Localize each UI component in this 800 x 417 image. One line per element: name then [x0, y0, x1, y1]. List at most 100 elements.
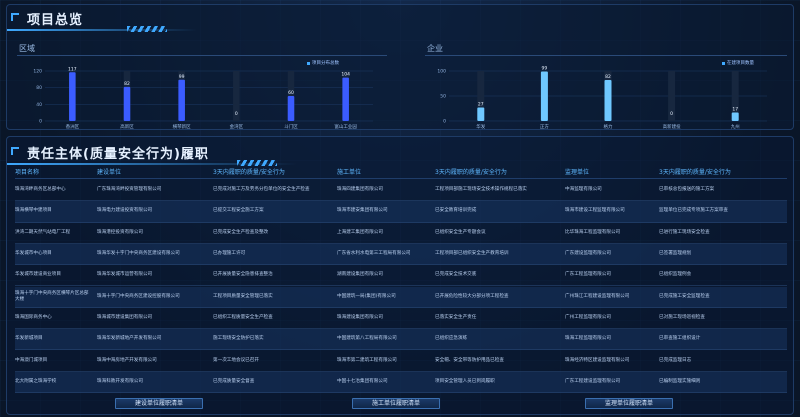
corner-mark-icon — [11, 147, 19, 155]
cell-construct-unit: 中国十七冶集团有限公司 — [337, 378, 388, 384]
cell-project-name: 北大附属之珠海学校 — [15, 378, 57, 384]
table-row[interactable]: 洪湾二期天然气站电厂工程 珠海港控投资有限公司 已完成安全生产检查及整改 上海建工集团… — [15, 223, 787, 244]
header-construct-duty: 3天内履职的质量/安全行为 — [435, 169, 507, 176]
cell-project-name: 洪湾二期天然气站电厂工程 — [15, 229, 71, 235]
table-row[interactable]: 华发城市中心项目 珠海华发十字门中央商务区建设有限公司 已办理施工许可 广东省水利水电… — [15, 243, 787, 266]
table-row[interactable]: 珠海横琴中建项目 珠海电力建设投资有限公司 已提交工程安全施工方案 珠海市建安集团有限… — [15, 201, 787, 223]
header-supervise-unit: 监理单位 — [565, 169, 590, 176]
y-tick-label: 40 — [36, 102, 42, 108]
bar — [287, 96, 295, 121]
cell-build-unit: 珠海城市建设集团有限公司 — [97, 314, 153, 320]
table-header: 项目名称 建设单位 3天内履职的质量/安全行为 施工单位 3天内履职的质量/安全… — [15, 167, 787, 179]
cell-construct-unit: 珠海市建安集团有限公司 — [337, 208, 388, 214]
cell-construct-duty: 已组织安全生产专题会议 — [435, 229, 486, 235]
table-row[interactable]: 珠海国际商务中心 珠海城市建设集团有限公司 已组织工程质量安全生产检查 珠海建设集团有… — [15, 308, 787, 330]
x-tick-label: 九州 — [731, 123, 740, 130]
company-legend: 在建项目数量 — [722, 60, 754, 66]
bar-track — [731, 71, 739, 121]
company-label: 企业 — [427, 44, 443, 53]
bar — [123, 86, 131, 121]
district-label: 区域 — [19, 44, 35, 53]
x-tick-label: 富山工业园 — [334, 123, 357, 130]
y-tick-label: 50 — [440, 94, 446, 100]
construct-unit-list-button[interactable]: 施工单位履职清单 — [352, 398, 440, 409]
cell-build-unit: 珠海十字门中央商务区建设控股有限公司 — [97, 293, 180, 299]
district-legend: 项目分布总数 — [307, 60, 339, 66]
cell-build-duty: 已提交工程安全施工方案 — [213, 208, 264, 214]
x-tick-label: 香洲区 — [66, 123, 80, 130]
data-label: 0 — [670, 111, 673, 117]
y-tick-label: 100 — [437, 69, 446, 75]
y-tick-label: 80 — [36, 85, 42, 91]
header-construct-unit: 施工单位 — [337, 169, 362, 176]
cell-project-name: 珠海横琴中建项目 — [15, 208, 52, 214]
cell-construct-unit: 中国建筑一局(集团)有限公司 — [337, 293, 396, 299]
responsibility-slash-decoration — [237, 160, 277, 166]
data-label: 117 — [68, 66, 77, 72]
header-supervise-duty: 3天内履职的质量/安全行为 — [659, 169, 731, 176]
cell-supervise-duty: 监理单位已完成专项施工方案审查 — [659, 208, 728, 214]
bar — [342, 77, 349, 121]
cell-construct-duty: 已组织应急演练 — [435, 336, 468, 342]
table-row[interactable]: 华发新城项目 珠海华发新城地产开发有限公司 施工现场安全防护已落实 中国建筑第八工程局… — [15, 329, 787, 351]
cell-supervise-unit: 珠海工程监理有限公司 — [565, 336, 611, 342]
header-build-duty: 3天内履职的质量/安全行为 — [213, 169, 285, 176]
cell-build-duty: 施工现场安全防护已落实 — [213, 336, 264, 342]
data-label: 17 — [732, 107, 738, 113]
cell-build-unit: 珠海电力建设投资有限公司 — [97, 208, 153, 214]
company-divider — [425, 55, 787, 56]
overview-title: 项目总览 — [27, 12, 84, 28]
cell-build-unit: 珠海中海房地产开发有限公司 — [97, 357, 157, 363]
cell-build-duty: 已开展质量安全隐患排查整治 — [213, 272, 273, 278]
build-unit-list-button[interactable]: 建设单位履职清单 — [115, 398, 203, 409]
cell-project-name: 华发城市建设商业项目 — [15, 272, 61, 278]
corner-mark-icon — [11, 13, 19, 21]
cell-project-name: 华发新城项目 — [15, 336, 43, 342]
x-tick-label: 华发 — [476, 123, 485, 130]
cell-supervise-duty: 已完成施工安全监理检查 — [659, 293, 710, 299]
table-row[interactable]: 华发城市建设商业项目 珠海华发城市运营有限公司 已开展质量安全隐患排查整治 湖南建设集… — [15, 265, 787, 287]
company-bar-chart: 0 50 100 27 华发 99 正方 82 格力 0 高新建投 17 九州 — [437, 66, 767, 130]
cell-project-name: 中海澳门城项目 — [15, 357, 48, 363]
cell-project-name: 珠海十字门中央商务区横琴片区总部大楼 — [15, 290, 89, 302]
cell-build-unit: 珠海港控投资有限公司 — [97, 229, 143, 235]
overview-header: 项目总览 — [7, 7, 207, 32]
cell-build-duty: 已完成安全生产检查及整改 — [213, 229, 269, 235]
cell-build-unit: 广东珠海湾畔投资管理有限公司 — [97, 187, 162, 193]
supervise-unit-list-button[interactable]: 监理单位履职清单 — [585, 398, 673, 409]
table-row[interactable]: 中海澳门城项目 珠海中海房地产开发有限公司 第一次工地会议已召开 珠海市第二建筑工程有… — [15, 350, 787, 372]
cell-build-unit: 珠海华发十字门中央商务区建设有限公司 — [97, 251, 180, 257]
y-tick-label: 120 — [33, 69, 42, 75]
y-tick-label: 0 — [39, 119, 42, 125]
table-row[interactable]: 北大附属之珠海学校 珠海科教开发有限公司 已完成质量安全督查 中国十七冶集团有限公司 项… — [15, 371, 787, 393]
responsibility-panel: 责任主体(质量安全行为)履职 项目名称 建设单位 3天内履职的质量/安全行为 施… — [6, 136, 794, 415]
x-tick-label: 高新区 — [120, 123, 134, 130]
data-label: 99 — [542, 66, 548, 72]
cell-supervise-duty: 已审查施工组织设计 — [659, 336, 701, 342]
cell-supervise-duty: 已完成监理日志 — [659, 357, 692, 363]
bar — [540, 71, 548, 121]
company-legend-text: 在建项目数量 — [727, 61, 754, 66]
cell-supervise-duty: 已进行施工现场安全检查 — [659, 229, 710, 235]
responsibility-underline — [7, 163, 297, 165]
bar — [731, 112, 739, 121]
x-tick-label: 横琴新区 — [173, 123, 191, 130]
cell-construct-unit: 上海建工集团有限公司 — [337, 229, 383, 235]
cell-construct-unit: 珠海建设集团有限公司 — [337, 314, 383, 320]
data-label: 82 — [124, 81, 130, 87]
project-overview-panel: 项目总览 区域 企业 项目分布总数 在建项目数量 0 40 80 120 117 香洲区 8… — [6, 4, 794, 130]
cell-build-duty: 工程项目质量安全管理已落实 — [213, 293, 273, 299]
cell-supervise-unit: 广州珠江工程建设监理有限公司 — [565, 293, 630, 299]
cell-construct-unit: 广东省水利水电第三工程局有限公司 — [337, 251, 411, 257]
district-legend-text: 项目分布总数 — [312, 61, 339, 66]
cell-build-unit: 珠海华发新城地产开发有限公司 — [97, 336, 162, 342]
bar — [604, 80, 612, 121]
table-row[interactable]: 珠海十字门中央商务区横琴片区总部大楼 珠海十字门中央商务区建设控股有限公司 工程项目… — [15, 286, 787, 308]
legend-swatch — [307, 61, 310, 65]
overview-underline — [7, 29, 197, 31]
cell-construct-unit: 中国建筑第八工程局有限公司 — [337, 336, 397, 342]
cell-construct-duty: 已落实安全生产责任 — [435, 314, 477, 320]
header-project-name: 项目名称 — [15, 169, 40, 176]
overview-slash-decoration — [127, 26, 167, 32]
table-row[interactable]: 珠海湾畔商务区总部中心 广东珠海湾畔投资管理有限公司 已完成对施工方及劳务分包单位的… — [15, 180, 787, 202]
